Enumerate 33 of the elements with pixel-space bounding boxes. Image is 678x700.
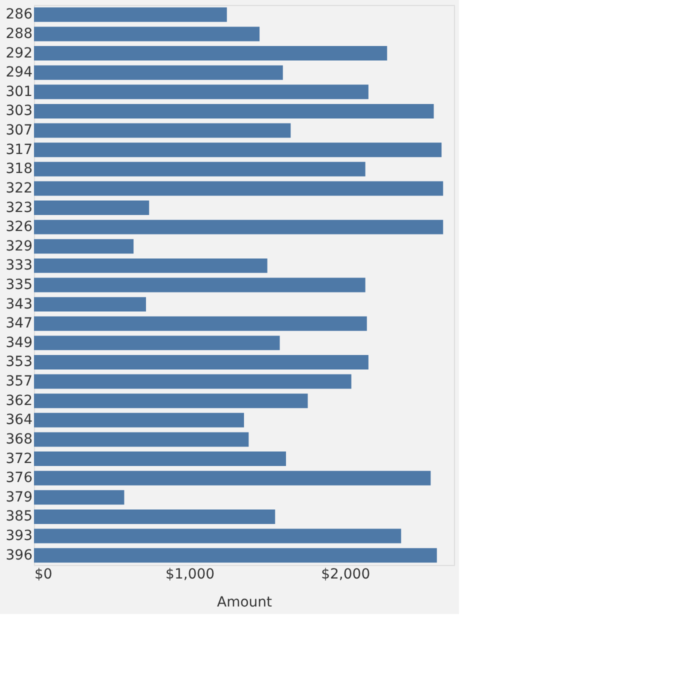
y-tick-label: 357 <box>6 374 32 390</box>
x-tick-label: $2,000 <box>321 566 370 582</box>
y-tick-label: 372 <box>6 450 32 467</box>
y-tick-label: 333 <box>6 258 32 274</box>
y-tick-label: 393 <box>6 528 32 544</box>
y-tick-label: 307 <box>6 122 32 139</box>
x-tick-label: $0 <box>34 566 52 582</box>
y-tick-label: 376 <box>6 470 33 486</box>
y-tick-label: 318 <box>6 161 32 178</box>
y-tick-label: 323 <box>6 200 32 216</box>
y-tick-label: 329 <box>6 238 32 254</box>
y-tick-label: 396 <box>6 547 33 564</box>
x-tick-label: $1,000 <box>166 566 215 582</box>
y-tick-label: 317 <box>6 142 32 158</box>
y-tick-label: 288 <box>6 26 32 42</box>
y-tick-label: 286 <box>6 6 33 23</box>
y-tick-label: 385 <box>6 508 32 525</box>
y-tick-label: 294 <box>6 64 33 81</box>
y-tick-label: 379 <box>6 489 32 506</box>
y-tick-label: 335 <box>6 277 32 293</box>
y-tick-label: 303 <box>6 103 32 120</box>
y-tick-label: 362 <box>6 392 32 409</box>
y-tick-label: 364 <box>6 412 33 428</box>
y-tick-label: 292 <box>6 45 32 62</box>
x-axis-title: Amount <box>216 594 273 610</box>
y-tick-label: 353 <box>6 354 32 370</box>
y-tick-label: 326 <box>6 219 33 236</box>
y-tick-label: 368 <box>6 431 32 448</box>
y-tick-label: 322 <box>6 180 32 196</box>
y-tick-label: 349 <box>6 334 32 351</box>
y-tick-label: 301 <box>6 84 32 100</box>
y-tick-label: 347 <box>6 316 32 332</box>
y-tick-label: 343 <box>6 296 32 312</box>
